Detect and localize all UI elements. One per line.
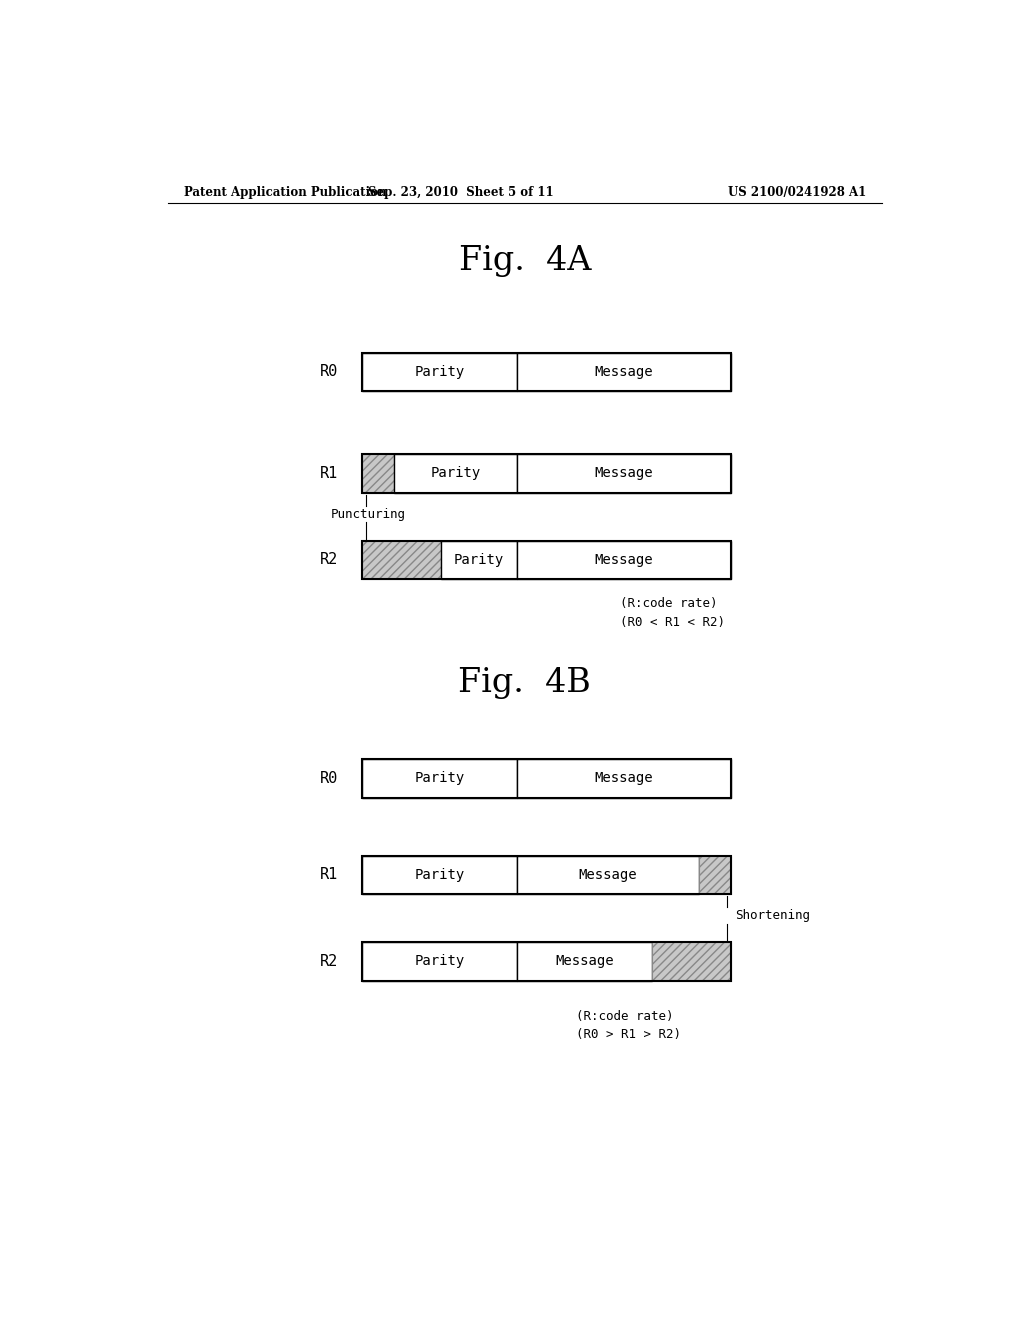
Text: (R:code rate): (R:code rate) xyxy=(620,598,718,610)
Bar xyxy=(394,454,517,492)
Bar xyxy=(362,352,517,391)
Text: Parity: Parity xyxy=(430,466,480,480)
Text: Message: Message xyxy=(595,553,653,566)
Bar xyxy=(362,942,517,981)
Text: Message: Message xyxy=(595,771,653,785)
Bar xyxy=(441,541,517,579)
Text: R0: R0 xyxy=(321,364,338,379)
Bar xyxy=(362,942,731,981)
Bar xyxy=(362,855,731,894)
Text: R1: R1 xyxy=(321,867,338,883)
Text: Sep. 23, 2010  Sheet 5 of 11: Sep. 23, 2010 Sheet 5 of 11 xyxy=(369,186,554,199)
Bar xyxy=(362,855,517,894)
Bar xyxy=(517,855,699,894)
Bar xyxy=(362,454,731,492)
Text: Parity: Parity xyxy=(415,364,465,379)
Text: Fig.  4B: Fig. 4B xyxy=(459,667,591,698)
Text: Message: Message xyxy=(555,954,613,969)
Text: Puncturing: Puncturing xyxy=(331,508,406,520)
Bar xyxy=(517,759,731,797)
Text: Parity: Parity xyxy=(415,869,465,882)
Text: R0: R0 xyxy=(321,771,338,785)
Text: Message: Message xyxy=(595,466,653,480)
Text: Parity: Parity xyxy=(454,553,504,566)
Bar xyxy=(362,759,517,797)
Text: Fig.  4A: Fig. 4A xyxy=(459,244,591,277)
Text: (R0 > R1 > R2): (R0 > R1 > R2) xyxy=(577,1028,681,1041)
Bar xyxy=(517,942,652,981)
Text: Shortening: Shortening xyxy=(735,909,810,923)
Text: R1: R1 xyxy=(321,466,338,480)
Text: (R:code rate): (R:code rate) xyxy=(577,1010,674,1023)
Bar xyxy=(517,541,731,579)
Text: Patent Application Publication: Patent Application Publication xyxy=(183,186,386,199)
Bar xyxy=(362,541,441,579)
Bar xyxy=(362,352,731,391)
Bar xyxy=(362,541,731,579)
Text: Parity: Parity xyxy=(415,771,465,785)
Text: Message: Message xyxy=(595,364,653,379)
Text: R2: R2 xyxy=(321,954,338,969)
Bar xyxy=(517,454,731,492)
Bar xyxy=(362,759,731,797)
Text: Message: Message xyxy=(579,869,638,882)
Bar xyxy=(362,454,394,492)
Bar xyxy=(652,942,731,981)
Text: Parity: Parity xyxy=(415,954,465,969)
Text: US 2100/0241928 A1: US 2100/0241928 A1 xyxy=(728,186,866,199)
Text: (R0 < R1 < R2): (R0 < R1 < R2) xyxy=(620,615,725,628)
Bar xyxy=(699,855,731,894)
Bar xyxy=(517,352,731,391)
Text: R2: R2 xyxy=(321,552,338,568)
